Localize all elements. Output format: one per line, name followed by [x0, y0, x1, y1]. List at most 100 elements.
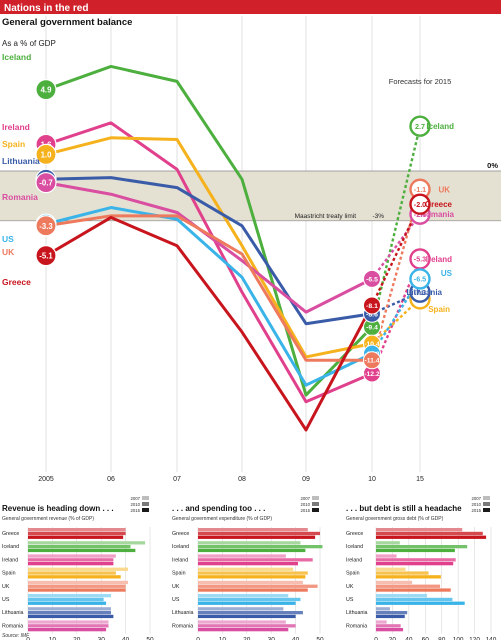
bar-iceland-2015 [376, 548, 455, 553]
main-chart-title-line: General government balance [2, 17, 132, 28]
end-name-uk: UK [438, 185, 450, 194]
bar-ireland-2015 [28, 562, 114, 566]
end-name-greece: Greece [425, 200, 453, 209]
start-value-romania: -0.7 [39, 179, 52, 188]
series-line-greece [45, 215, 374, 432]
legend-swatch [312, 496, 319, 500]
bar-greece-2007 [28, 528, 126, 532]
legend-label: 2010 [300, 502, 310, 507]
bar-category-label: Romania [2, 623, 23, 629]
bar-x-tick-label: 20 [73, 637, 81, 640]
end-name-romania: Romania [420, 210, 454, 219]
bar-us-2007 [28, 594, 111, 598]
bar-spain-2015 [28, 575, 121, 579]
start-marker-romania [35, 172, 57, 194]
bar-panel-title: Revenue is heading down . . . [2, 504, 114, 513]
bar-x-tick-label: 0 [374, 637, 378, 640]
start-value-iceland: 4.9 [41, 86, 53, 95]
bar-iceland-2010 [28, 545, 131, 549]
bar-greece-2010 [376, 531, 483, 536]
bar-greece-2015 [28, 535, 124, 539]
end-name-us: US [441, 269, 453, 278]
end-name-ireland: Ireland [426, 255, 452, 264]
bar-lithuania-2007 [198, 607, 284, 611]
bar-x-tick-label: 140 [486, 637, 497, 640]
bar-spain-2010 [28, 571, 116, 575]
bar-category-label: UK [346, 584, 354, 590]
bar-uk-2010 [376, 584, 441, 588]
marker-2010-greece [363, 296, 381, 315]
bar-spain-2007 [198, 567, 294, 571]
end-name-spain: Spain [428, 305, 450, 314]
bar-uk-2007 [198, 580, 303, 585]
bar-uk-2015 [198, 588, 308, 592]
legend-label: 2015 [130, 508, 140, 513]
bar-romania-2015 [376, 628, 404, 632]
bar-category-label: US [2, 597, 10, 603]
bar-category-label: Spain [346, 571, 360, 577]
bar-x-tick-label: 40 [122, 637, 130, 640]
legend-label: 2007 [471, 496, 481, 501]
end-value-iceland: 2.7 [415, 122, 425, 131]
bar-romania-2015 [28, 628, 107, 632]
bar-x-tick-label: 50 [316, 637, 324, 640]
value-2010-romania: -6.5 [366, 276, 378, 283]
bar-us-2015 [28, 601, 107, 605]
bar-panel-subtitle: General government gross debt (% of GDP) [346, 516, 444, 522]
bar-greece-2010 [198, 531, 320, 536]
bar-lithuania-2010 [198, 611, 303, 615]
series-line-ireland [45, 121, 373, 404]
end-value-uk: -1.1 [414, 185, 426, 194]
bar-uk-2007 [376, 580, 413, 585]
bar-category-label: Greece [172, 531, 189, 537]
start-marker-greece [35, 245, 57, 267]
start-marker-iceland [35, 79, 57, 101]
bar-category-label: Romania [172, 623, 193, 629]
bar-romania-2010 [376, 624, 401, 628]
series-name-lithuania: Lithuania [2, 156, 40, 166]
bar-us-2010 [28, 597, 104, 602]
legend-swatch [312, 502, 319, 506]
bar-x-tick-label: 60 [422, 637, 430, 640]
bar-category-label: Iceland [2, 544, 19, 550]
legend-swatch [312, 508, 319, 512]
bar-category-label: Greece [2, 531, 19, 537]
bar-romania-2015 [198, 628, 289, 632]
series-name-greece: Greece [2, 277, 31, 287]
bar-category-label: US [172, 597, 180, 603]
bar-romania-2010 [198, 624, 296, 628]
forecast-line-greece [370, 203, 422, 306]
banner-bar [0, 0, 501, 14]
bar-panel-1: Revenue is heading down . . . General gov… [2, 496, 154, 640]
bar-category-label: Ireland [346, 557, 362, 563]
bar-greece-2015 [198, 535, 316, 539]
bar-category-label: UK [172, 584, 180, 590]
bar-panel-title: . . . and spending too . . . [172, 504, 265, 513]
x-tick-label: 08 [238, 476, 246, 483]
bar-x-tick-label: 40 [292, 637, 300, 640]
value-2010-iceland: -9.4 [366, 325, 378, 332]
marker-2010-uk [363, 351, 381, 370]
bar-spain-2015 [198, 575, 306, 579]
series-name-us: US [2, 234, 14, 244]
bar-greece-2007 [198, 528, 308, 532]
end-value-us: -6.5 [414, 275, 426, 284]
bar-x-tick-label: 20 [389, 637, 397, 640]
legend-label: 2015 [300, 508, 310, 513]
bar-panel-subtitle: General government expenditure (% of GDP… [172, 516, 272, 522]
bar-lithuania-2015 [28, 614, 114, 619]
end-value-lithuania: -7.3 [414, 288, 426, 297]
bar-us-2007 [376, 594, 427, 598]
bar-category-label: Ireland [2, 557, 18, 563]
legend-label: 2007 [130, 496, 140, 501]
main-chart-subtitle: As a % of GDP [2, 39, 56, 48]
end-name-lithuania: Lithuania [406, 288, 442, 297]
bar-category-label: Iceland [172, 544, 189, 550]
bar-category-label: Ireland [172, 557, 188, 563]
legend-swatch [483, 502, 490, 506]
bar-iceland-2007 [198, 541, 301, 545]
value-2010-lithuania: -8.6 [366, 311, 378, 318]
bar-x-tick-label: 30 [98, 637, 106, 640]
bar-category-label: Spain [2, 571, 16, 577]
